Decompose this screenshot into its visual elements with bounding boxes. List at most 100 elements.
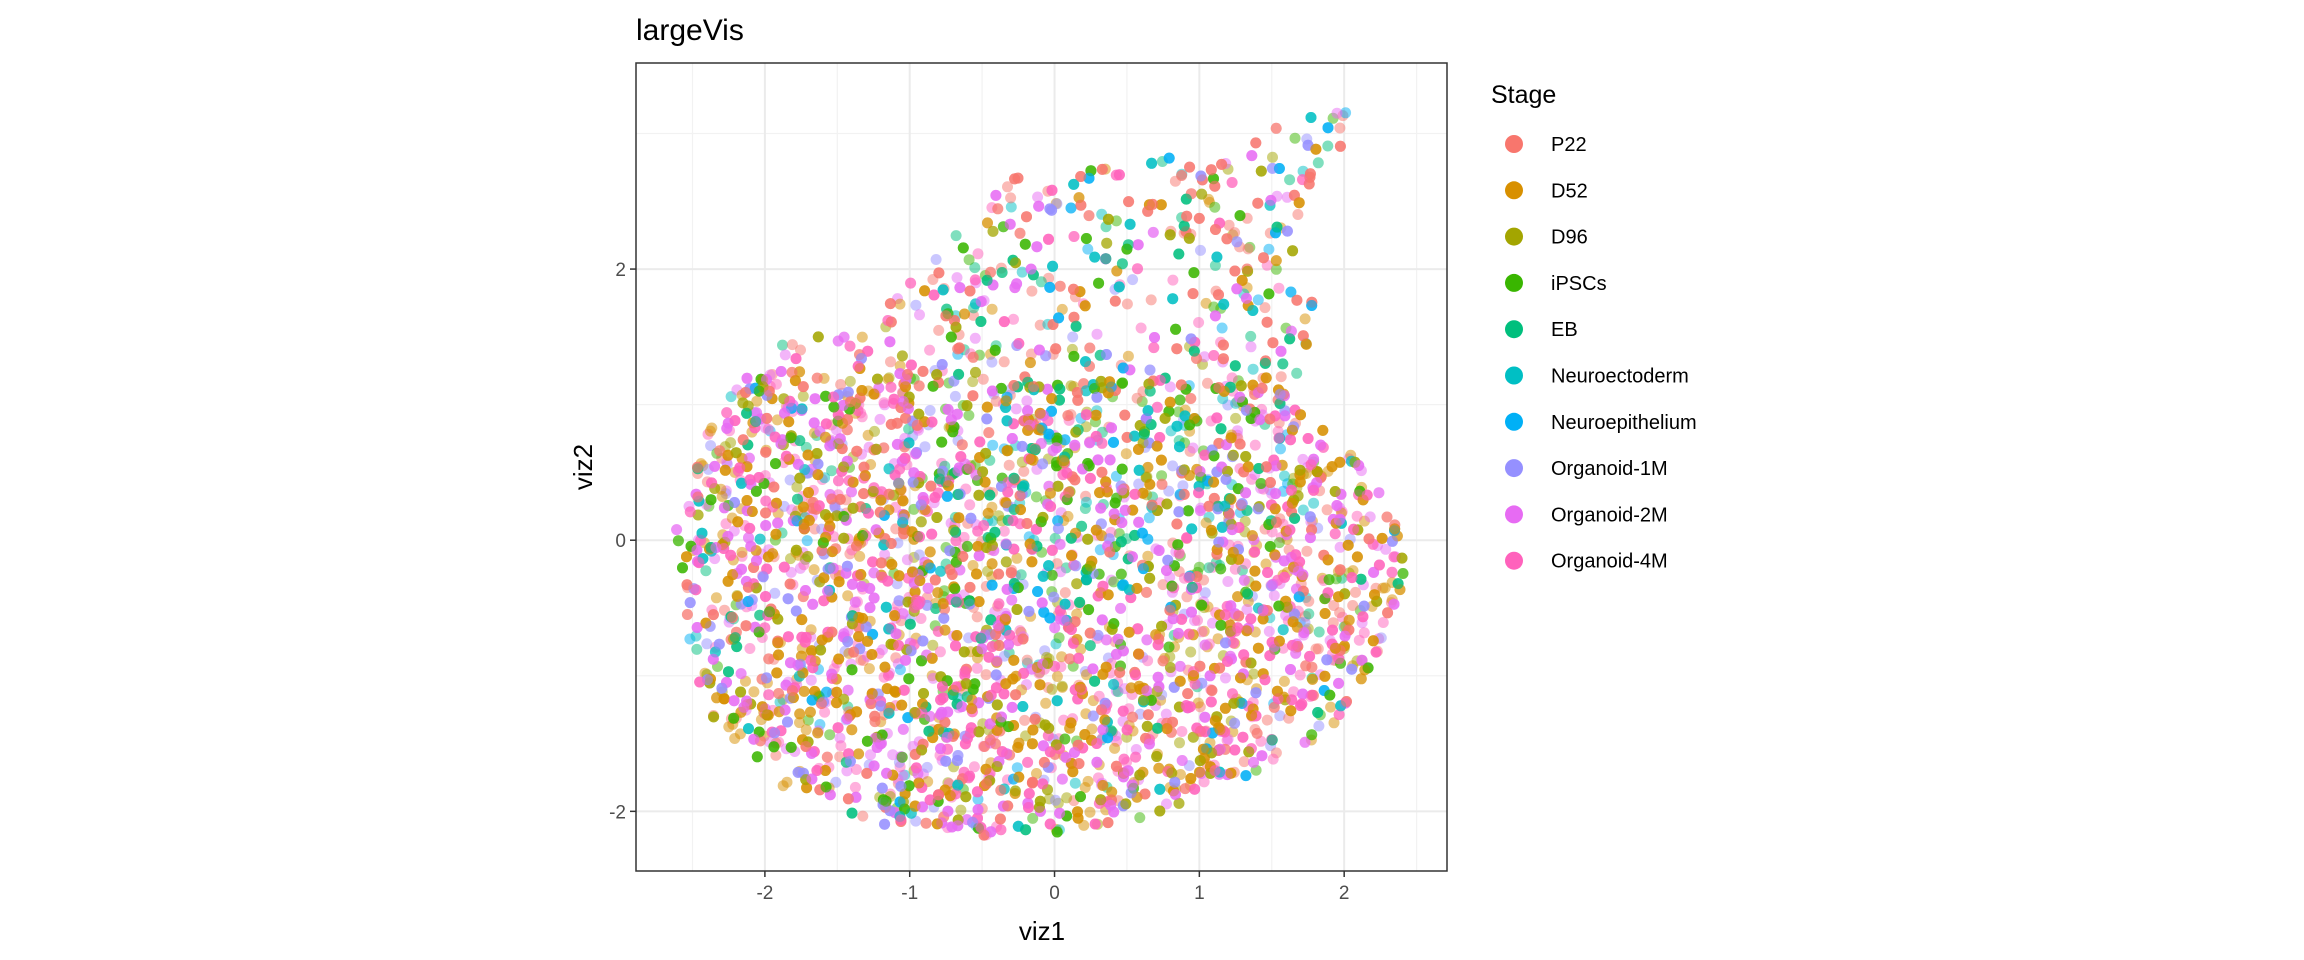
point-d96 xyxy=(970,366,981,378)
point-d96 xyxy=(1173,797,1185,809)
point-d52 xyxy=(1175,769,1186,780)
point-p22 xyxy=(1381,511,1393,523)
point-d96 xyxy=(1009,785,1021,797)
point-eb xyxy=(1284,174,1296,186)
point-organoid-2m xyxy=(743,532,754,544)
point-organoid-2m xyxy=(1174,660,1186,672)
point-d52 xyxy=(1011,552,1023,564)
point-p22 xyxy=(811,372,823,384)
point-p22 xyxy=(990,395,1002,407)
point-organoid-2m xyxy=(1161,798,1172,810)
point-ipscs xyxy=(1323,574,1335,586)
point-p22 xyxy=(995,784,1007,796)
point-neuroepithelium xyxy=(987,439,999,451)
point-p22 xyxy=(1054,280,1066,292)
point-organoid-4m xyxy=(850,764,862,775)
point-d52 xyxy=(967,560,979,571)
point-d52 xyxy=(820,431,831,443)
point-organoid-4m xyxy=(1226,372,1238,384)
point-organoid-4m xyxy=(968,761,980,773)
point-organoid-4m xyxy=(1192,614,1203,626)
point-organoid-2m xyxy=(841,765,853,777)
point-neuroectoderm xyxy=(1297,504,1309,516)
point-neuroectoderm xyxy=(1108,678,1120,690)
point-d52 xyxy=(1024,357,1036,369)
point-eb xyxy=(996,267,1008,278)
point-organoid-4m xyxy=(1294,669,1306,681)
point-d52 xyxy=(1377,582,1389,594)
point-organoid-2m xyxy=(901,554,913,566)
point-organoid-4m xyxy=(1351,510,1363,522)
point-organoid-1m xyxy=(701,638,713,650)
point-organoid-2m xyxy=(1331,107,1343,119)
point-organoid-2m xyxy=(897,608,909,620)
point-neuroectoderm xyxy=(1080,496,1092,508)
point-organoid-2m xyxy=(1176,755,1188,766)
point-p22 xyxy=(1131,392,1143,404)
point-ipscs xyxy=(963,409,975,421)
point-d52 xyxy=(781,776,793,788)
point-p22 xyxy=(795,344,806,356)
point-organoid-4m xyxy=(1151,401,1163,413)
point-d52 xyxy=(812,727,824,739)
point-organoid-2m xyxy=(1100,634,1112,646)
point-organoid-4m xyxy=(1226,177,1238,188)
point-organoid-1m xyxy=(1067,331,1079,343)
point-d52 xyxy=(706,422,718,434)
point-organoid-4m xyxy=(684,506,696,518)
point-p22 xyxy=(1064,653,1076,665)
point-organoid-2m xyxy=(1222,576,1234,587)
point-neuroectoderm xyxy=(1016,266,1028,278)
point-neuroepithelium xyxy=(801,535,813,547)
point-organoid-4m xyxy=(1148,342,1160,354)
point-p22 xyxy=(1062,410,1074,422)
point-d52 xyxy=(748,686,760,698)
point-neuroectoderm xyxy=(1247,363,1259,375)
point-p22 xyxy=(1261,714,1273,726)
point-p22 xyxy=(1321,504,1333,516)
point-organoid-4m xyxy=(915,613,927,624)
point-organoid-2m xyxy=(865,749,876,761)
point-organoid-2m xyxy=(1299,736,1311,748)
point-ipscs xyxy=(1397,568,1409,579)
point-d52 xyxy=(1328,717,1340,729)
point-organoid-1m xyxy=(1070,560,1082,572)
point-d52 xyxy=(1260,558,1272,570)
point-neuroepithelium xyxy=(1143,512,1155,524)
point-p22 xyxy=(1300,660,1312,672)
point-p22 xyxy=(1002,181,1013,193)
point-organoid-1m xyxy=(769,587,781,599)
point-organoid-1m xyxy=(1050,794,1061,806)
point-organoid-2m xyxy=(897,723,909,735)
point-organoid-4m xyxy=(978,520,990,531)
point-organoid-4m xyxy=(770,378,782,390)
point-organoid-2m xyxy=(1268,590,1280,601)
point-d52 xyxy=(1109,742,1121,754)
point-organoid-2m xyxy=(874,413,886,425)
point-organoid-4m xyxy=(762,423,774,435)
point-p22 xyxy=(1127,711,1139,723)
point-d52 xyxy=(731,591,743,602)
point-eb xyxy=(969,262,981,274)
point-ipscs xyxy=(824,729,836,741)
point-organoid-2m xyxy=(1091,328,1103,340)
point-organoid-4m xyxy=(844,340,856,352)
point-p22 xyxy=(977,373,989,385)
point-d52 xyxy=(1142,461,1154,473)
point-organoid-2m xyxy=(842,684,854,696)
point-d96 xyxy=(1020,730,1032,742)
point-p22 xyxy=(1157,579,1169,591)
point-d52 xyxy=(894,360,906,372)
point-ipscs xyxy=(1209,201,1221,213)
point-organoid-2m xyxy=(735,668,747,680)
point-p22 xyxy=(1141,586,1152,598)
point-d96 xyxy=(1196,188,1208,200)
point-ipscs xyxy=(1174,394,1186,406)
point-p22 xyxy=(714,445,726,457)
point-d52 xyxy=(853,748,865,760)
point-organoid-4m xyxy=(1198,776,1210,788)
point-p22 xyxy=(971,611,983,623)
point-organoid-4m xyxy=(1193,317,1205,328)
point-ipscs xyxy=(1108,576,1120,588)
point-organoid-4m xyxy=(1130,751,1142,763)
